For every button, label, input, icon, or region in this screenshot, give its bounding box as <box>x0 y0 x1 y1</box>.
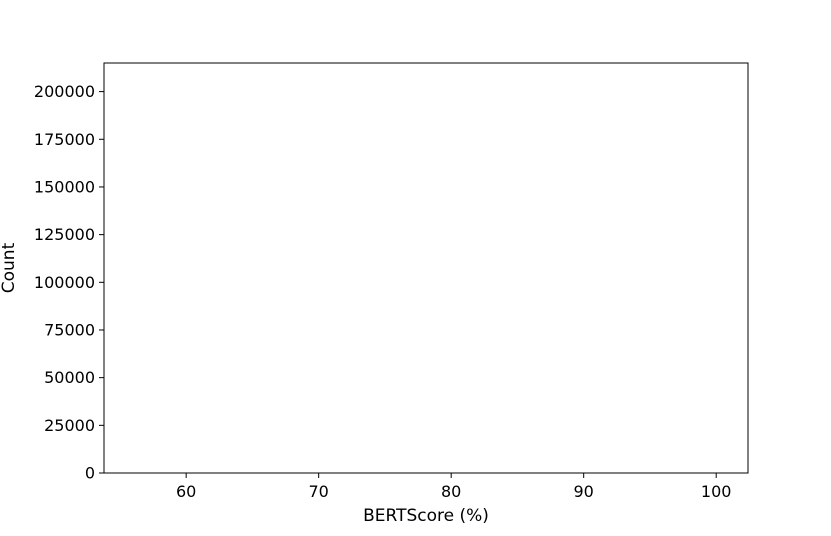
y-tick-label: 25000 <box>44 416 95 435</box>
x-tick-label: 70 <box>308 482 328 501</box>
x-tick-label: 100 <box>701 482 732 501</box>
y-tick-label: 75000 <box>44 320 95 339</box>
y-tick-label: 0 <box>85 464 95 483</box>
y-axis-ticks: 0 25000 50000 75000 100000 125000 150000 175000… <box>34 82 104 483</box>
x-tick-label: 60 <box>176 482 196 501</box>
y-tick-label: 200000 <box>34 82 95 101</box>
y-axis-label: Count <box>0 242 19 293</box>
x-tick-label: 90 <box>574 482 594 501</box>
y-tick-label: 100000 <box>34 273 95 292</box>
x-tick-label: 80 <box>441 482 461 501</box>
y-tick-label: 50000 <box>44 368 95 387</box>
plot-area-frame <box>103 62 749 474</box>
y-tick-label: 175000 <box>34 130 95 149</box>
y-tick-label: 150000 <box>34 177 95 196</box>
x-axis-ticks: 60 70 80 90 100 <box>176 473 731 501</box>
x-axis-label: BERTScore (%) <box>363 506 489 526</box>
y-tick-label: 125000 <box>34 225 95 244</box>
